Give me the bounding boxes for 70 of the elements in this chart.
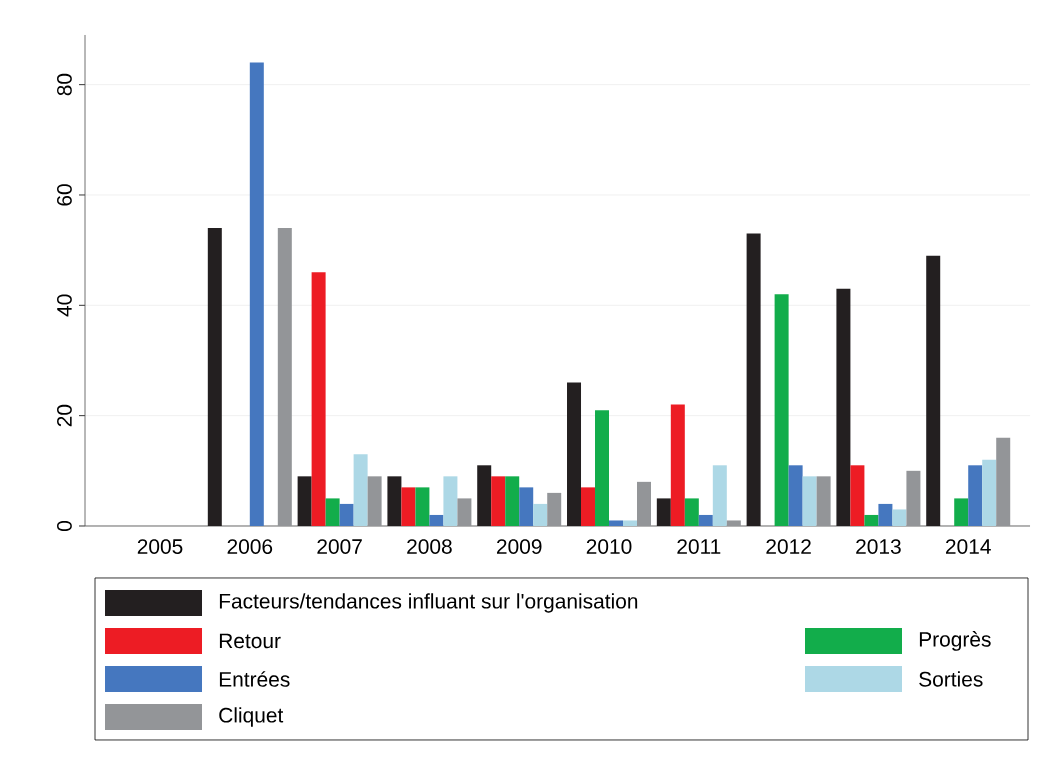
bar: [788, 465, 803, 526]
bar: [670, 404, 685, 526]
bar: [926, 255, 941, 526]
y-tick-label: 40: [57, 294, 72, 317]
x-tick-label: 2012: [766, 539, 811, 554]
bar: [429, 514, 444, 526]
legend-label: Retour: [219, 633, 281, 649]
legend-label: Entrées: [219, 671, 290, 687]
bar: [698, 514, 713, 526]
bar: [595, 410, 610, 526]
x-tick-label: 2007: [317, 539, 362, 554]
bar: [637, 481, 652, 526]
bar: [477, 465, 492, 526]
bar: [297, 476, 312, 526]
bar: [968, 465, 983, 526]
bar: [207, 228, 222, 526]
bar: [415, 487, 430, 526]
legend-label: Sorties: [919, 671, 983, 687]
bar: [684, 498, 699, 526]
bar: [878, 503, 893, 526]
bar: [581, 487, 596, 526]
bar: [387, 476, 402, 526]
bar: [547, 492, 562, 526]
x-tick-label: 2005: [137, 539, 183, 554]
bar: [836, 288, 851, 526]
bar: [249, 62, 264, 526]
x-tick-label: 2008: [407, 539, 452, 554]
bar: [726, 520, 741, 526]
bar: [746, 233, 761, 526]
y-tick-label: 20: [57, 404, 72, 427]
y-tick-label: 0: [57, 520, 72, 531]
bar: [533, 503, 548, 526]
bar: [491, 476, 506, 526]
bar: [519, 487, 534, 526]
bar: [864, 514, 879, 526]
legend-label: Cliquet: [219, 707, 284, 727]
bar: [311, 272, 326, 526]
bar: [954, 498, 969, 526]
x-tick-label: 2011: [677, 539, 721, 554]
bar: [277, 228, 292, 526]
bar: [457, 498, 472, 526]
bar: [623, 520, 638, 526]
bar: [802, 476, 817, 526]
bar: [982, 459, 997, 526]
bar: [774, 294, 789, 526]
bar: [850, 465, 865, 526]
bar: [567, 382, 582, 526]
x-tick-label: 2013: [856, 539, 901, 554]
bar: [505, 476, 520, 526]
x-tick-label: 2010: [586, 539, 632, 554]
x-tick-label: 2009: [496, 539, 542, 554]
bar: [656, 498, 671, 526]
bar: [353, 454, 368, 526]
bar: [443, 476, 458, 526]
bar: [609, 520, 624, 526]
bar: [996, 437, 1011, 526]
bar: [367, 476, 382, 526]
bar: [906, 470, 921, 526]
bar: [339, 503, 354, 526]
legend-label: Progrès: [919, 631, 991, 651]
x-tick-label: 2006: [227, 539, 273, 554]
y-tick-label: 60: [57, 184, 72, 206]
y-tick-label: 80: [57, 73, 72, 96]
legend-label: Facteurs/tendances influant sur l'organisation: [219, 593, 638, 613]
bar: [816, 476, 831, 526]
bar: [401, 487, 416, 526]
x-tick-label: 2014: [945, 539, 991, 554]
bar: [892, 509, 907, 526]
bar: [712, 465, 727, 526]
bar: [325, 498, 340, 526]
